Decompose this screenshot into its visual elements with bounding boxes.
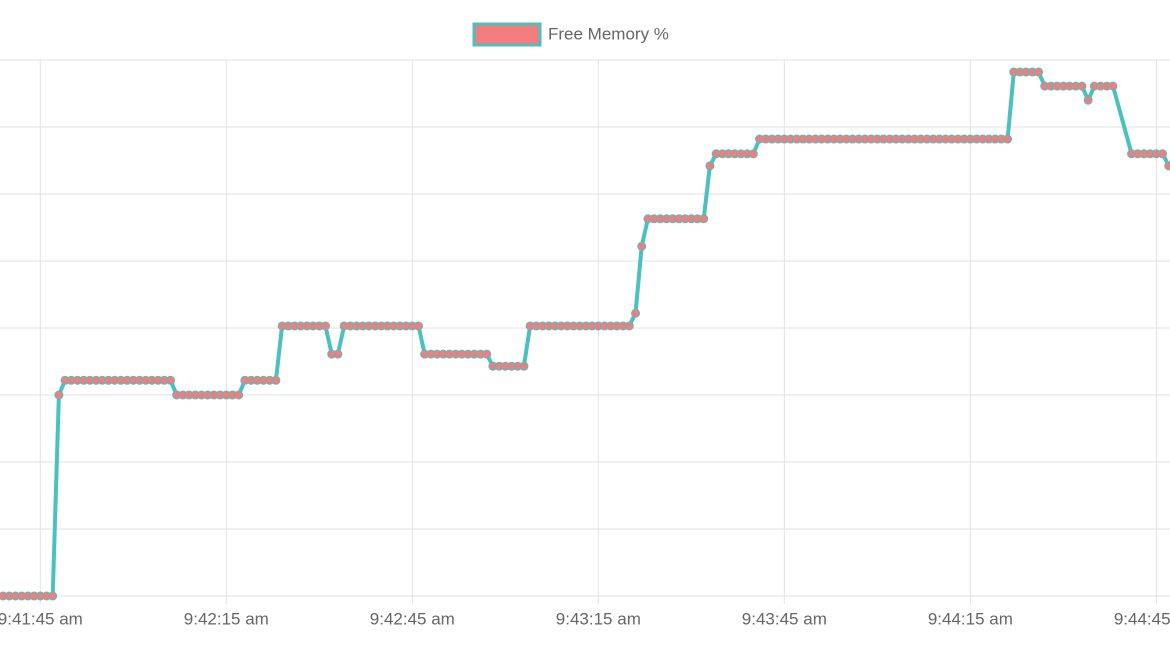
point xyxy=(624,321,634,331)
x-tick-label: 9:42:45 am xyxy=(370,609,455,628)
point xyxy=(631,308,641,318)
point xyxy=(705,161,715,171)
point xyxy=(519,361,529,371)
point xyxy=(414,321,424,331)
point xyxy=(1034,67,1044,77)
legend-label: Free Memory % xyxy=(548,24,669,43)
point xyxy=(1108,81,1118,91)
point xyxy=(1083,95,1093,105)
x-tick-label: 9:43:15 am xyxy=(556,609,641,628)
x-tick-label: 9:44:15 am xyxy=(928,609,1013,628)
line xyxy=(3,70,1170,598)
point xyxy=(748,149,758,159)
x-tick-label: 9:41:45 am xyxy=(0,609,83,628)
point xyxy=(482,349,492,359)
point xyxy=(699,214,709,224)
point xyxy=(321,321,331,331)
x-tick-label: 9:43:45 am xyxy=(742,609,827,628)
point xyxy=(333,349,343,359)
point xyxy=(54,390,64,400)
point xyxy=(1077,81,1087,91)
x-tick-label: 9:42:15 am xyxy=(184,609,269,628)
point xyxy=(48,591,58,601)
point xyxy=(234,390,244,400)
legend-swatch xyxy=(472,22,542,47)
point xyxy=(1158,149,1168,159)
point xyxy=(271,375,281,385)
point xyxy=(1003,134,1013,144)
x-tick-label: 9:44:45 am xyxy=(1114,609,1170,628)
point xyxy=(166,375,176,385)
point xyxy=(637,241,647,251)
point xyxy=(1164,161,1170,171)
